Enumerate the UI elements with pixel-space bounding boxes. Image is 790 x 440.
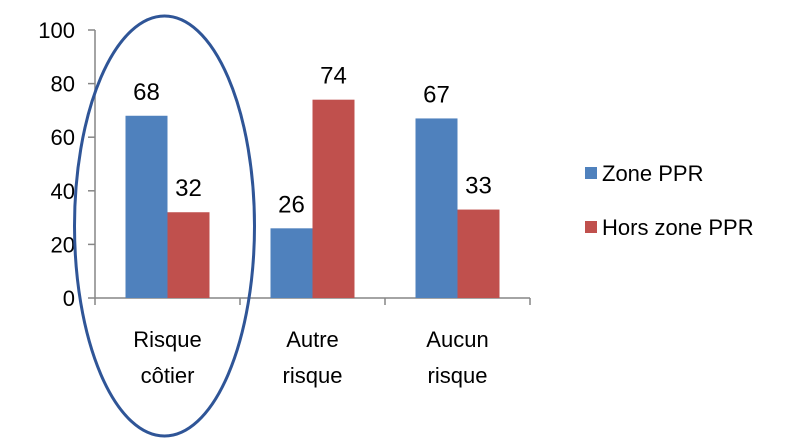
chart-bars <box>125 99 500 299</box>
data-labels: 68 32 26 74 67 33 <box>133 63 492 219</box>
category-label: risque <box>428 363 488 388</box>
y-tick-label: 60 <box>51 125 75 150</box>
legend-label: Hors zone PPR <box>602 215 754 240</box>
bar-zone-ppr <box>415 118 458 298</box>
data-label: 32 <box>175 175 202 202</box>
data-label: 26 <box>278 191 305 218</box>
y-tick-label: 80 <box>51 72 75 97</box>
data-label: 67 <box>423 81 450 108</box>
legend-label: Zone PPR <box>602 161 704 186</box>
data-label: 33 <box>465 173 492 200</box>
bar-hors-zone-ppr <box>457 209 500 298</box>
bar-zone-ppr <box>270 228 313 298</box>
data-label: 74 <box>320 63 347 90</box>
bar-hors-zone-ppr <box>312 99 355 299</box>
category-label: côtier <box>141 363 195 388</box>
legend-swatch <box>585 221 597 233</box>
annotation-layer <box>73 14 256 438</box>
y-tick-label: 0 <box>63 286 75 311</box>
bar-hors-zone-ppr <box>167 212 210 298</box>
category-label: Aucun <box>426 327 488 352</box>
highlight-ellipse <box>73 14 256 438</box>
category-label: Risque <box>133 327 201 352</box>
category-label: risque <box>283 363 343 388</box>
legend-swatch <box>585 167 597 179</box>
y-tick-label: 100 <box>38 18 75 43</box>
data-label: 68 <box>133 79 160 106</box>
legend: Zone PPR Hors zone PPR <box>585 161 754 240</box>
category-label: Autre <box>286 327 339 352</box>
y-tick-label: 40 <box>51 179 75 204</box>
y-tick-label: 20 <box>51 232 75 257</box>
bar-zone-ppr <box>125 115 168 298</box>
category-labels: Risque côtier Autre risque Aucun risque <box>133 327 488 388</box>
